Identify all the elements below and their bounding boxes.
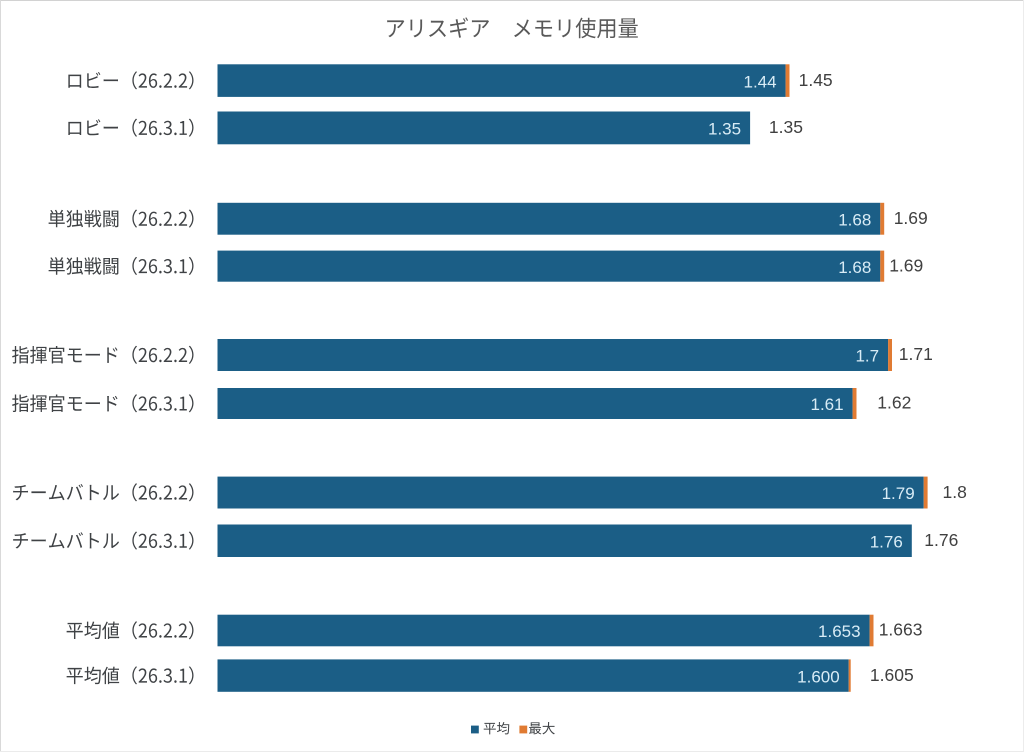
svg-text:1.600: 1.600	[797, 667, 840, 686]
svg-text:1.653: 1.653	[818, 622, 861, 641]
svg-text:1.76: 1.76	[870, 533, 903, 552]
svg-text:1.62: 1.62	[877, 393, 911, 413]
svg-text:1.68: 1.68	[838, 210, 871, 229]
svg-text:1.69: 1.69	[894, 208, 928, 228]
svg-text:1.605: 1.605	[870, 665, 914, 685]
svg-text:1.76: 1.76	[924, 530, 958, 550]
svg-text:1.68: 1.68	[838, 258, 871, 277]
svg-text:1.44: 1.44	[744, 72, 777, 91]
svg-text:1.7: 1.7	[855, 347, 879, 366]
svg-text:1.69: 1.69	[889, 255, 923, 275]
svg-text:1.61: 1.61	[811, 395, 844, 414]
svg-text:1.35: 1.35	[708, 120, 741, 139]
svg-text:1.8: 1.8	[943, 482, 967, 502]
svg-text:1.35: 1.35	[769, 117, 803, 137]
svg-text:1.45: 1.45	[799, 70, 833, 90]
svg-text:1.663: 1.663	[879, 620, 923, 640]
svg-text:1.79: 1.79	[882, 484, 915, 503]
svg-text:1.71: 1.71	[899, 344, 933, 364]
